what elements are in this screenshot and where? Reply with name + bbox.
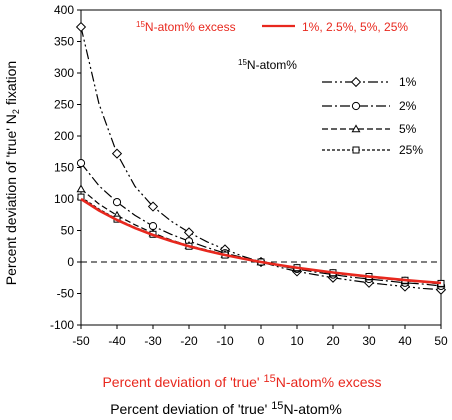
x-tick-label: -50	[72, 334, 90, 348]
legend-marker-circle	[351, 101, 361, 111]
x-tick-label: 30	[362, 334, 376, 348]
y-tick-label: 100	[54, 192, 74, 206]
series-5pct	[76, 184, 446, 288]
legend-item: 25%	[322, 143, 423, 157]
data-point-circle	[76, 158, 86, 168]
legend-red-superscript: 15	[136, 20, 145, 29]
series-25pct	[77, 193, 445, 287]
data-point-circle	[112, 198, 122, 207]
y-tick-label: -50	[57, 287, 75, 301]
legend-item: 2%	[322, 99, 417, 113]
x-tick-label: -20	[180, 334, 198, 348]
x-tick-label: -30	[144, 334, 162, 348]
x-axis-title-red-tail: N-atom% excess	[276, 374, 382, 390]
x-axis-title-black-tail: N-atom%	[283, 401, 341, 417]
legend-red-text: N-atom% excess	[145, 20, 236, 34]
legend-item-label: 25%	[399, 143, 423, 157]
y-tick-label: 400	[54, 3, 74, 17]
legend-black-title-text: N-atom%	[247, 58, 297, 72]
x-tick-label: 40	[398, 334, 412, 348]
y-tick-label: 300	[54, 66, 74, 80]
x-axis-title-black: Percent deviation of 'true' 15N-atom%	[110, 400, 342, 417]
x-tick-label: 10	[290, 334, 304, 348]
x-axis-title-black-prefix: Percent deviation of 'true'	[110, 401, 271, 417]
legend: 1% 2% 5% 25%	[262, 24, 423, 157]
data-point-triangle	[76, 184, 86, 193]
legend-marker-square	[352, 146, 360, 154]
series-layer	[75, 21, 447, 295]
x-axis-title-black-superscript: 15	[271, 400, 283, 412]
data-point-diamond	[183, 227, 195, 238]
y-tick-label: 150	[54, 161, 74, 175]
series-line	[80, 197, 442, 285]
legend-item: 1%	[322, 75, 417, 89]
series-line	[80, 188, 442, 285]
x-tick-label: 0	[258, 334, 265, 348]
series-line	[80, 196, 442, 285]
legend-item-label: 5%	[399, 122, 417, 136]
y-axis-title: Percent deviation of 'true' N2 fixation	[3, 61, 21, 285]
y-axis-title-main: Percent deviation of 'true' N	[3, 114, 19, 285]
series-excess	[80, 197, 442, 285]
y-axis-title-tail: fixation	[3, 61, 19, 109]
series-line	[80, 162, 442, 287]
legend-black-superscript: 15	[238, 58, 247, 67]
legend-item: 5%	[322, 122, 417, 136]
legend-item-label: 1%	[399, 75, 417, 89]
x-axis-title-red-prefix: Percent deviation of 'true'	[102, 374, 263, 390]
legend-red-series-label: 1%, 2.5%, 5%, 25%	[302, 20, 408, 34]
x-tick-label: 20	[326, 334, 340, 348]
x-tick-label: -40	[108, 334, 126, 348]
legend-marker-diamond	[350, 76, 362, 88]
y-tick-label: 50	[61, 224, 75, 238]
data-point-diamond	[147, 201, 159, 212]
x-axis-title-red: Percent deviation of 'true' 15N-atom% ex…	[102, 373, 381, 390]
x-tick-label: 50	[434, 334, 448, 348]
legend-red-label: 15N-atom% excess	[136, 20, 236, 34]
y-axis-title-subscript: 2	[11, 109, 21, 114]
legend-black-title: 15N-atom%	[238, 58, 297, 72]
y-tick-label: 200	[54, 129, 74, 143]
legend-item-label: 2%	[399, 99, 417, 113]
x-tick-label: -10	[216, 334, 234, 348]
y-tick-label: 350	[54, 35, 74, 49]
y-tick-label: 0	[67, 255, 74, 269]
y-tick-label: -100	[50, 318, 74, 332]
legend-marker-triangle	[351, 124, 361, 133]
y-tick-label: 250	[54, 98, 74, 112]
x-axis-title-red-superscript: 15	[263, 373, 275, 385]
data-point-diamond	[111, 148, 123, 159]
data-point-diamond	[75, 21, 87, 33]
series-2pct	[76, 158, 446, 291]
